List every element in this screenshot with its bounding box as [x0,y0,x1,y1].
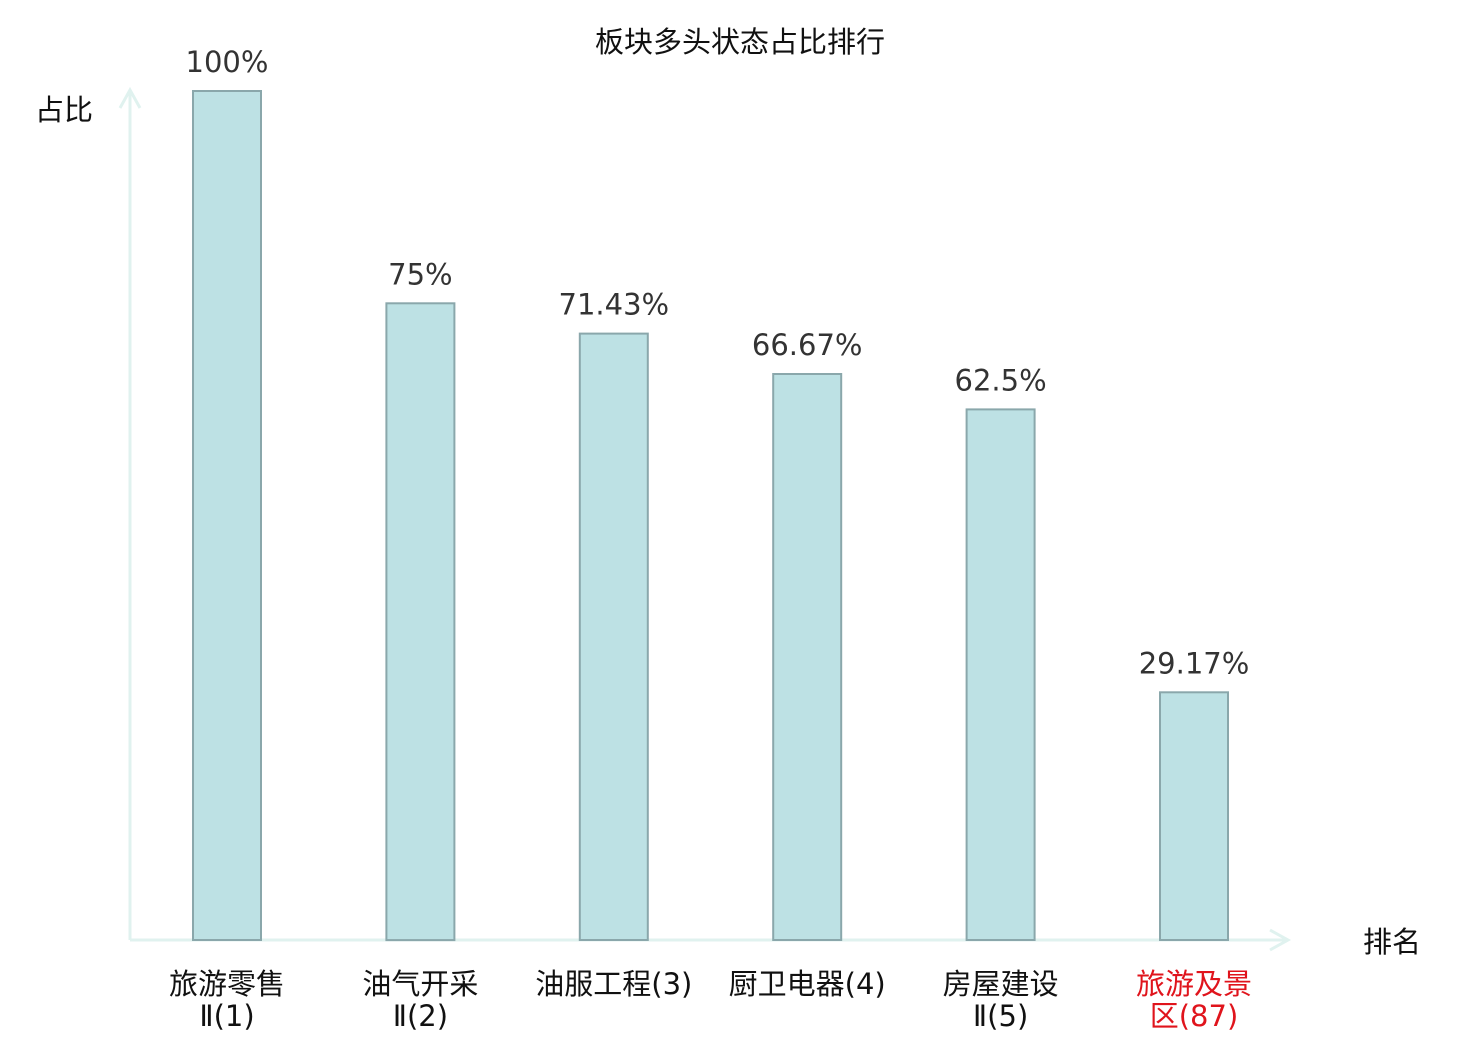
category-label-6-line-2: 区(87) [1150,999,1239,1033]
data-label-1: 100% [186,45,269,79]
x-axis-label: 排名 [1363,925,1421,959]
category-label-6-line-1: 旅游及景 [1136,967,1252,1001]
category-label-2-line-1: 油气开采 [362,967,478,1001]
data-label-6: 29.17% [1139,646,1250,680]
data-label-5: 62.5% [955,363,1047,397]
y-axis-label: 占比 [35,93,93,127]
data-label-3: 71.43% [559,288,670,322]
category-label-1-line-2: Ⅱ(1) [199,999,254,1033]
y-axis-arrow [118,86,142,109]
category-label-3-line-1: 油服工程(3) [535,967,692,1001]
category-label-5-line-2: Ⅱ(5) [973,999,1028,1033]
bars-group [192,90,1229,942]
data-label-4: 66.67% [752,328,863,362]
x-axis-arrow [1269,928,1292,952]
bar-5 [965,408,1036,941]
bar-4 [772,373,843,941]
chart-title: 板块多头状态占比排行 [595,25,885,59]
bar-6 [1159,691,1229,941]
category-label-5-line-1: 房屋建设 [943,967,1059,1001]
axes [118,86,1292,952]
value-labels-group: 100% 75% 71.43% 66.67% 62.5% 29.17% [186,45,1250,680]
category-label-4-line-1: 厨卫电器(4) [729,967,886,1001]
data-label-2: 75% [388,257,452,291]
category-label-2-line-2: Ⅱ(2) [393,999,448,1033]
bar-2 [385,302,456,942]
bar-3 [578,332,649,942]
category-label-1-line-1: 旅游零售 [169,967,285,1001]
bar-1 [192,90,262,941]
